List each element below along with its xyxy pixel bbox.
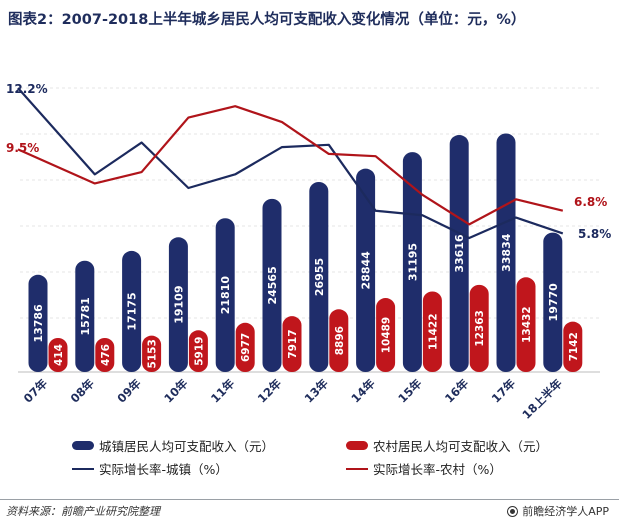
bar-series	[28, 133, 583, 372]
x-tick-label: 12年	[255, 376, 285, 406]
rural-income-bar	[235, 322, 255, 372]
x-tick-label: 07年	[21, 376, 51, 406]
urban-value-label: 33616	[453, 234, 466, 273]
rural-value-label: 7142	[568, 332, 580, 361]
rural-income-bar	[329, 309, 349, 372]
rural-growth-first-label: 9.5%	[6, 141, 39, 155]
urban-income-bar	[496, 133, 516, 372]
rural-growth-line	[17, 105, 564, 226]
urban-value-label: 19770	[547, 283, 560, 322]
x-tick-label: 14年	[348, 376, 378, 406]
rural-value-label: 10489	[381, 317, 393, 354]
urban-value-label: 24565	[266, 266, 279, 304]
urban-income-bar	[262, 198, 282, 372]
rural-value-label: 8896	[334, 326, 346, 355]
urban-income-bar	[402, 152, 422, 372]
brand-credit: 前瞻经济学人APP	[507, 503, 609, 519]
brand-logo-icon	[507, 505, 519, 517]
data-labels: 13786 414 15781 476 17175 5153 19109 5919 21810 6…	[6, 82, 611, 368]
urban-value-label: 33834	[500, 233, 513, 272]
urban-growth-last-label: 5.8%	[578, 227, 611, 241]
rural-income-bar	[142, 335, 162, 372]
rural-income-bar	[48, 338, 68, 372]
x-tick-labels: 07年 08年 09年 10年 11年 12年 13年 14年 15年 16年 17年 18上半年	[21, 376, 566, 422]
chart-title: 图表2：2007-2018上半年城乡居民人均可支配收入变化情况（单位：元，%）	[8, 12, 526, 28]
x-tick-label: 17年	[489, 376, 519, 406]
source-note: 资料来源：前瞻产业研究院整理	[6, 505, 160, 518]
rural-value-label: 12363	[474, 310, 486, 347]
rural-income-bar	[188, 330, 208, 372]
urban-value-label: 21810	[219, 276, 232, 315]
urban-value-label: 15781	[79, 297, 92, 335]
x-tick-label: 10年	[161, 376, 191, 406]
x-tick-label: 13年	[302, 376, 332, 406]
rural-value-label: 5919	[193, 337, 205, 366]
urban-income-bar	[168, 237, 188, 372]
urban-value-label: 13786	[32, 304, 45, 343]
rural-income-bar	[282, 316, 302, 372]
urban-growth-line	[17, 87, 564, 240]
rural-value-label: 13432	[521, 306, 533, 343]
rural-income-bar	[95, 338, 115, 372]
rural-value-label: 7917	[287, 329, 299, 358]
rural-income-bar	[563, 321, 583, 372]
rural-value-label: 414	[53, 344, 65, 366]
urban-income-bar	[309, 181, 329, 372]
rural-value-label: 6977	[240, 333, 252, 362]
x-tick-label: 15年	[395, 376, 425, 406]
line-series	[17, 87, 564, 240]
urban-income-bar	[75, 260, 95, 372]
urban-income-bar	[543, 232, 563, 372]
urban-value-label: 31195	[406, 243, 419, 281]
x-tick-label: 08年	[68, 376, 98, 406]
rural-income-bar	[469, 284, 489, 372]
rural-income-bar	[422, 291, 442, 372]
urban-income-bar	[356, 168, 376, 372]
rural-growth-last-label: 6.8%	[574, 195, 607, 209]
rural-value-label: 5153	[147, 339, 159, 368]
urban-value-label: 28844	[360, 251, 373, 290]
brand-label: 前瞻经济学人APP	[522, 505, 609, 518]
urban-growth-first-label: 12.2%	[6, 82, 48, 96]
urban-value-label: 19109	[172, 286, 185, 324]
urban-income-bar	[449, 135, 469, 372]
rural-value-label: 11422	[427, 313, 439, 350]
x-tick-label: 16年	[442, 376, 472, 406]
urban-income-bar	[122, 250, 142, 372]
rural-income-bar	[516, 277, 536, 372]
rural-income-bar	[376, 298, 396, 372]
footer-divider	[0, 499, 619, 500]
rural-value-label: 476	[100, 344, 112, 366]
urban-income-bar	[215, 218, 235, 372]
urban-income-bar	[28, 274, 48, 372]
urban-value-label: 26955	[313, 258, 326, 296]
x-tick-label: 11年	[208, 376, 238, 406]
urban-value-label: 17175	[126, 292, 139, 330]
x-tick-label: 09年	[114, 376, 144, 406]
x-tick-label: 18上半年	[519, 376, 565, 422]
